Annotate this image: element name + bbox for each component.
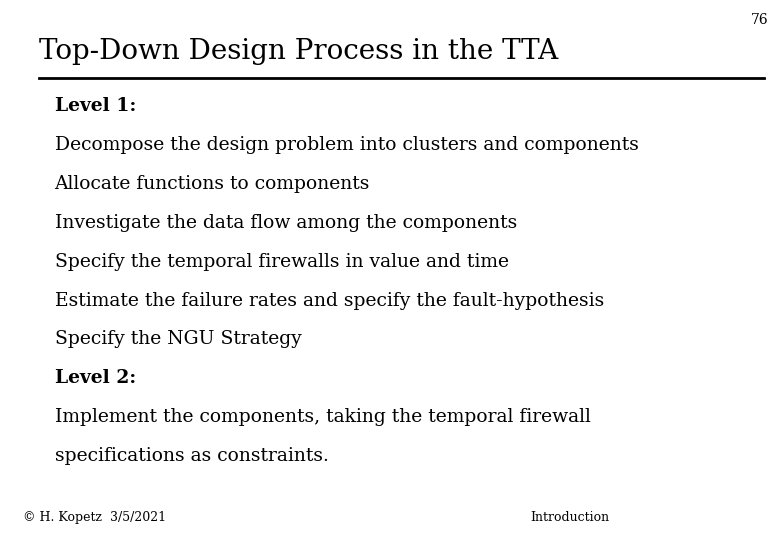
Text: Investigate the data flow among the components: Investigate the data flow among the comp… [55, 214, 517, 232]
Text: Level 2:: Level 2: [55, 369, 136, 387]
Text: 76: 76 [750, 14, 768, 28]
Text: Specify the NGU Strategy: Specify the NGU Strategy [55, 330, 301, 348]
Text: Top-Down Design Process in the TTA: Top-Down Design Process in the TTA [39, 38, 558, 65]
Text: Estimate the failure rates and specify the fault-hypothesis: Estimate the failure rates and specify t… [55, 292, 604, 309]
Text: Decompose the design problem into clusters and components: Decompose the design problem into cluste… [55, 136, 639, 154]
Text: Level 1:: Level 1: [55, 97, 136, 115]
Text: © H. Kopetz  3/5/2021: © H. Kopetz 3/5/2021 [23, 511, 166, 524]
Text: Specify the temporal firewalls in value and time: Specify the temporal firewalls in value … [55, 253, 509, 271]
Text: specifications as constraints.: specifications as constraints. [55, 447, 328, 465]
Text: Introduction: Introduction [530, 511, 609, 524]
Text: Implement the components, taking the temporal firewall: Implement the components, taking the tem… [55, 408, 590, 426]
Text: Allocate functions to components: Allocate functions to components [55, 175, 370, 193]
